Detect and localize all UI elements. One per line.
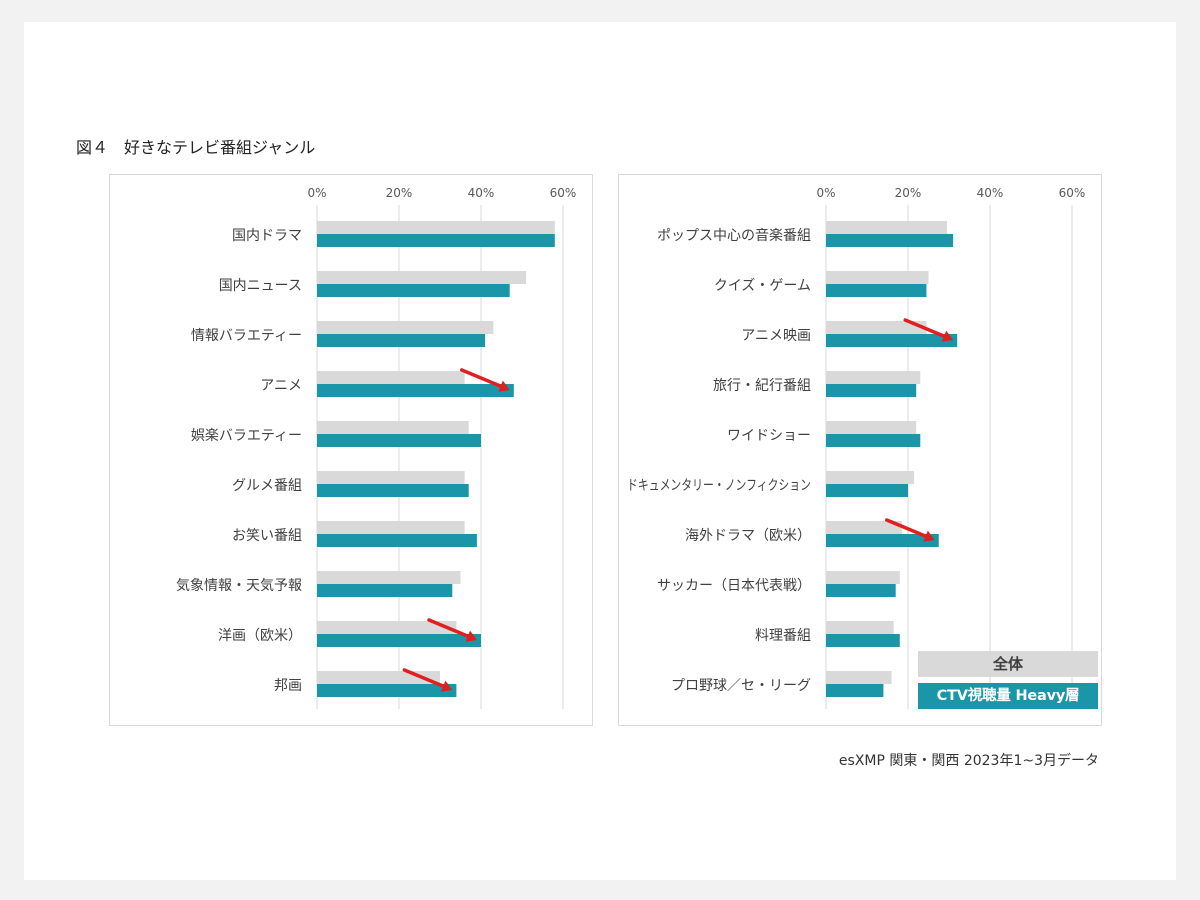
left-tick-label: 60% [550, 186, 577, 200]
figure-title: 図４ 好きなテレビ番組ジャンル [76, 138, 316, 157]
chart-panel-right: 0% 20% 40% 60% ポップス中心の音楽番組クイズ・ゲームアニメ映画旅行・紀行番… [618, 174, 1102, 726]
left-bar-overall [317, 621, 457, 634]
right-category-label: 海外ドラマ（欧米） [685, 528, 811, 544]
right-bar-overall [826, 221, 947, 234]
left-bar-heavy [317, 534, 477, 547]
legend-heavy: CTV視聴量 Heavy層 [918, 683, 1098, 709]
right-arrow-head [923, 530, 935, 542]
left-category-label: 情報バラエティー [191, 328, 302, 344]
right-bar-heavy [826, 234, 954, 247]
right-tick-label: 60% [1059, 186, 1086, 200]
right-tick-label: 20% [895, 186, 922, 200]
left-bar-overall [317, 671, 440, 684]
right-bar-heavy [826, 484, 908, 497]
right-arrow-head [941, 330, 954, 342]
right-bar-overall [826, 271, 929, 284]
left-category-label: アニメ [260, 378, 302, 394]
left-tick-label: 40% [468, 186, 495, 200]
right-bar-overall [826, 671, 892, 684]
right-category-label: ワイドショー [727, 428, 811, 444]
right-category-label: ドキュメンタリー・ノンフィクション [627, 478, 811, 494]
right-arrow-shaft [885, 518, 928, 538]
legend-overall: 全体 [918, 651, 1098, 677]
left-bar-overall [317, 571, 461, 584]
right-tick-label: 40% [977, 186, 1004, 200]
right-bar-heavy [826, 334, 958, 347]
left-bar-heavy [317, 234, 555, 247]
left-arrow-head [465, 630, 477, 642]
right-bar-overall [826, 571, 900, 584]
left-bar-overall [317, 221, 555, 234]
source-note: esXMP 関東・関西 2023年1~3月データ [838, 753, 1099, 769]
left-category-label: 気象情報・天気予報 [176, 578, 302, 594]
right-category-label: 旅行・紀行番組 [713, 378, 811, 394]
right-bar-heavy [826, 634, 900, 647]
left-category-label: 国内ニュース [219, 278, 302, 294]
left-bar-heavy [317, 584, 453, 597]
right-bar-overall [826, 471, 915, 484]
right-bar-heavy [826, 584, 896, 597]
left-category-label: グルメ番組 [232, 478, 302, 494]
left-category-label: 洋画（欧米） [218, 628, 302, 644]
left-bar-overall [317, 521, 465, 534]
right-category-label: サッカー（日本代表戦） [657, 578, 811, 594]
left-bar-heavy [317, 384, 514, 397]
left-bar-overall [317, 271, 527, 284]
right-bar-heavy [826, 284, 927, 297]
left-tick-label: 20% [386, 186, 413, 200]
right-arrow-shaft [903, 318, 946, 338]
right-category-label: ポップス中心の音楽番組 [657, 227, 811, 244]
left-bar-heavy [317, 334, 486, 347]
left-bar-overall [317, 471, 465, 484]
chart-right: 0% 20% 40% 60% ポップス中心の音楽番組クイズ・ゲームアニメ映画旅行・紀行番… [627, 186, 1086, 709]
left-bar-overall [317, 371, 465, 384]
legend: 全体 CTV視聴量 Heavy層 [918, 651, 1098, 709]
right-category-label: プロ野球／セ・リーグ [671, 678, 811, 694]
left-bar-heavy [317, 684, 457, 697]
left-bar-overall [317, 321, 494, 334]
left-bar-overall [317, 421, 469, 434]
right-bar-overall [826, 621, 894, 634]
left-arrow-shaft [402, 668, 445, 688]
left-category-label: 国内ドラマ [232, 228, 302, 244]
right-bar-heavy [826, 534, 939, 547]
right-bar-heavy [826, 684, 884, 697]
left-arrow-shaft [427, 618, 470, 638]
left-arrow-head [498, 380, 510, 392]
left-arrow-shaft [460, 368, 503, 388]
chart-panel-left: 0% 20% 40% 60% 国内ドラマ国内ニュース情報バラエティーアニメ娯楽バラエティ… [109, 174, 593, 726]
left-category-label: 娯楽バラエティー [191, 428, 302, 444]
left-bar-heavy [317, 484, 469, 497]
right-bar-overall [826, 521, 902, 534]
right-bar-heavy [826, 434, 921, 447]
left-bar-heavy [317, 284, 510, 297]
right-bar-overall [826, 421, 917, 434]
left-bar-heavy [317, 434, 481, 447]
right-bar-overall [826, 371, 921, 384]
left-bar-heavy [317, 634, 481, 647]
right-category-label: クイズ・ゲーム [714, 278, 811, 294]
right-tick-label: 0% [816, 186, 835, 200]
right-bar-heavy [826, 384, 917, 397]
chart-left: 0% 20% 40% 60% 国内ドラマ国内ニュース情報バラエティーアニメ娯楽バラエティ… [176, 186, 577, 709]
left-category-label: 邦画 [274, 678, 302, 694]
left-tick-label: 0% [307, 186, 326, 200]
right-category-label: アニメ映画 [741, 328, 811, 344]
right-category-label: 料理番組 [755, 628, 811, 644]
left-category-label: お笑い番組 [232, 528, 302, 544]
left-arrow-head [440, 680, 453, 692]
right-bar-overall [826, 321, 927, 334]
